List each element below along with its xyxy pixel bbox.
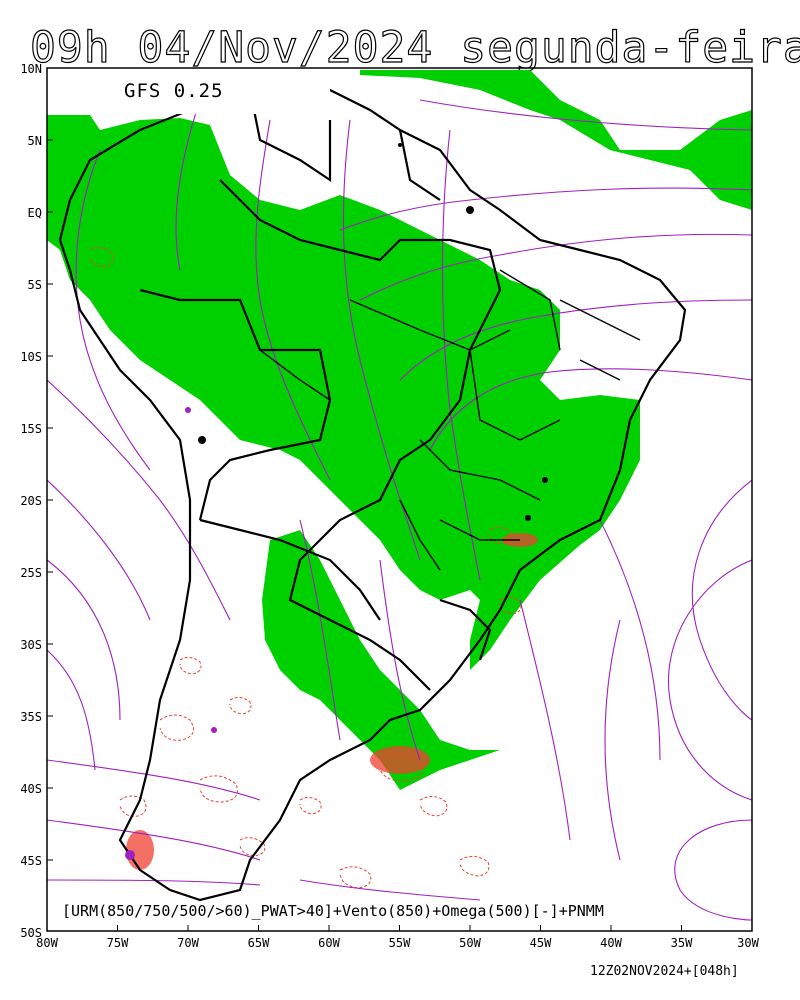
state-borders (259, 269, 641, 571)
lon-tick-label: 65W (248, 936, 270, 950)
lat-tick-label: 45S (20, 854, 42, 868)
longitude-ticks (117, 925, 682, 931)
map-title: 09h 04/Nov/2024 segunda-feira (29, 22, 800, 73)
lon-tick-label: 60W (318, 936, 340, 950)
lat-tick-label: EQ (28, 206, 42, 220)
lat-tick-label: 15S (20, 422, 42, 436)
humidity-area-amazon (47, 115, 640, 670)
lon-tick-label: 70W (177, 936, 199, 950)
purple-markers (125, 407, 217, 860)
wind-streamlines (47, 99, 752, 921)
model-label-box (48, 69, 330, 114)
latitude-axis: 10N 5N EQ 5S 10S 15S 20S 25S 30S 35S 40S… (20, 62, 42, 940)
lat-tick-label: 25S (20, 566, 42, 580)
lon-tick-label: 45W (530, 936, 552, 950)
latitude-ticks (47, 139, 53, 861)
lat-tick-label: 30S (20, 638, 42, 652)
lat-tick-label: 10S (20, 350, 42, 364)
lon-tick-label: 50W (459, 936, 481, 950)
humidity-area-north (360, 70, 752, 210)
model-label: GFS 0.25 (124, 80, 224, 102)
brazil-border (219, 179, 502, 691)
omega-core (126, 533, 538, 870)
lon-tick-label: 75W (107, 936, 129, 950)
humidity-areas (47, 70, 752, 790)
south-america-outline (58, 88, 687, 902)
legend-caption: [URM(850/750/500/>60)_PWAT>40]+Vento(850… (62, 902, 604, 920)
lat-tick-label: 5N (28, 134, 42, 148)
lon-tick-label: 80W (36, 936, 58, 950)
lat-tick-label: 20S (20, 494, 42, 508)
lat-tick-label: 5S (28, 278, 42, 292)
lat-tick-label: 40S (20, 782, 42, 796)
lon-tick-label: 40W (600, 936, 622, 950)
longitude-axis: 80W 75W 70W 65W 60W 55W 50W 45W 40W 35W … (36, 936, 759, 950)
lon-tick-label: 55W (389, 936, 411, 950)
humidity-area-bolivia (350, 560, 440, 640)
lakes (198, 143, 548, 521)
lon-tick-label: 35W (671, 936, 693, 950)
lat-tick-label: 50S (20, 926, 42, 940)
run-info: 12Z02NOV2024+[048h] (590, 964, 739, 979)
country-borders (58, 88, 687, 902)
lat-tick-label: 35S (20, 710, 42, 724)
humidity-area-south-central (262, 530, 500, 790)
lon-tick-label: 30W (737, 936, 759, 950)
lat-tick-label: 10N (20, 62, 42, 76)
